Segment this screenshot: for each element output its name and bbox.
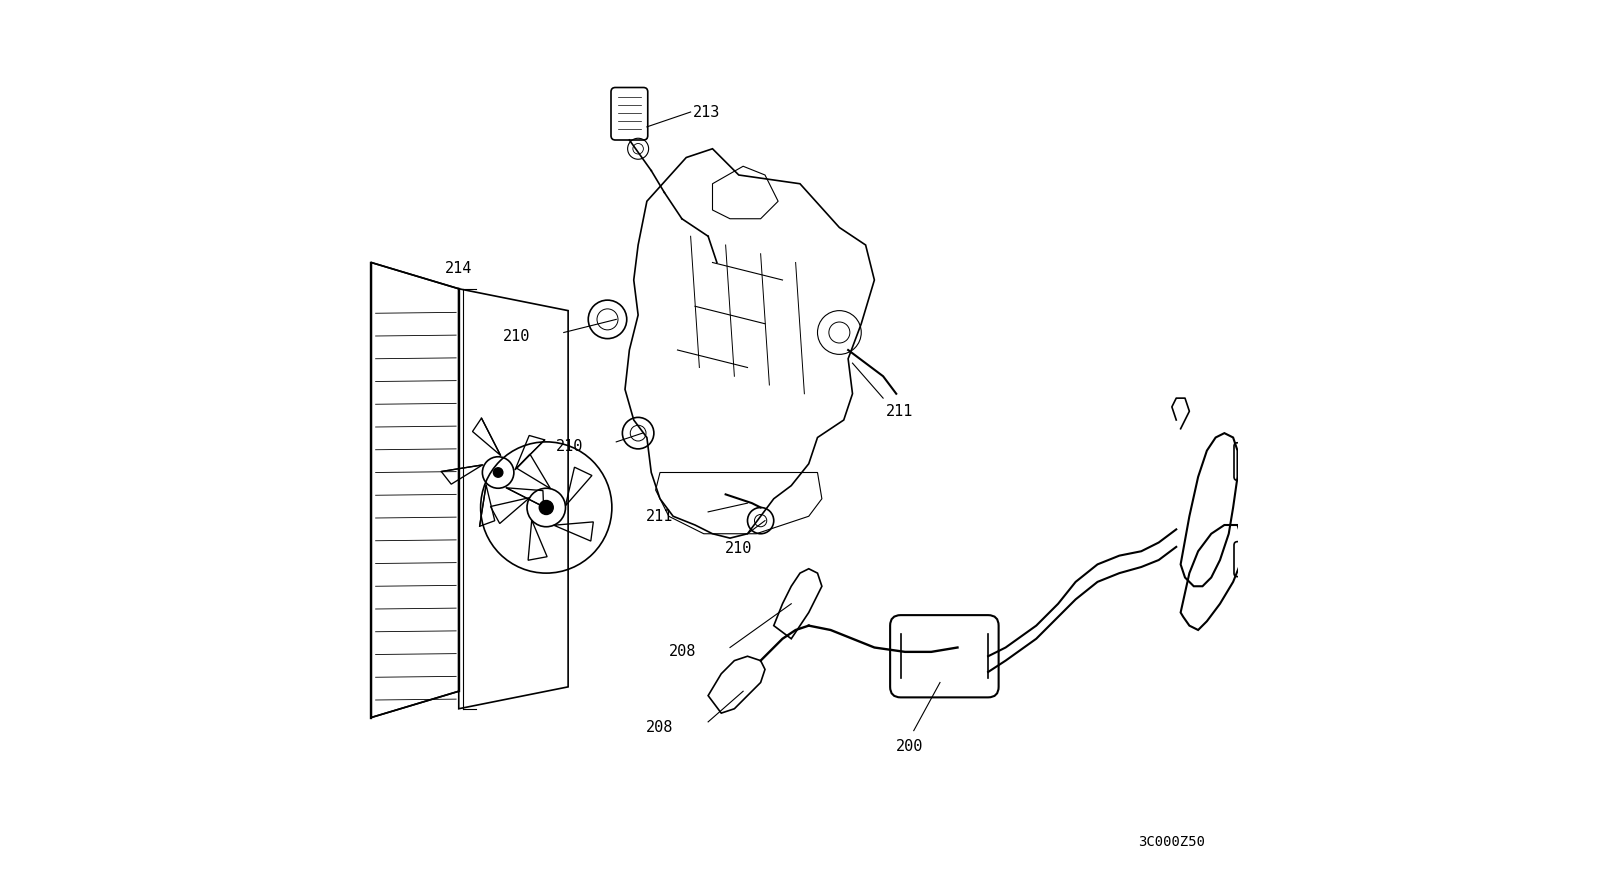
Text: 210: 210 <box>725 541 752 556</box>
Text: 210: 210 <box>502 329 531 345</box>
Circle shape <box>493 468 502 477</box>
Text: 211: 211 <box>886 404 914 419</box>
Text: 3C000Z50: 3C000Z50 <box>1138 835 1205 849</box>
Text: 210: 210 <box>555 438 582 454</box>
Text: 208: 208 <box>646 720 674 736</box>
Text: 211: 211 <box>646 508 674 524</box>
Text: 208: 208 <box>669 644 696 660</box>
Text: 200: 200 <box>896 739 923 754</box>
Circle shape <box>539 500 554 514</box>
Text: 213: 213 <box>693 104 720 120</box>
Text: 214: 214 <box>445 261 472 276</box>
